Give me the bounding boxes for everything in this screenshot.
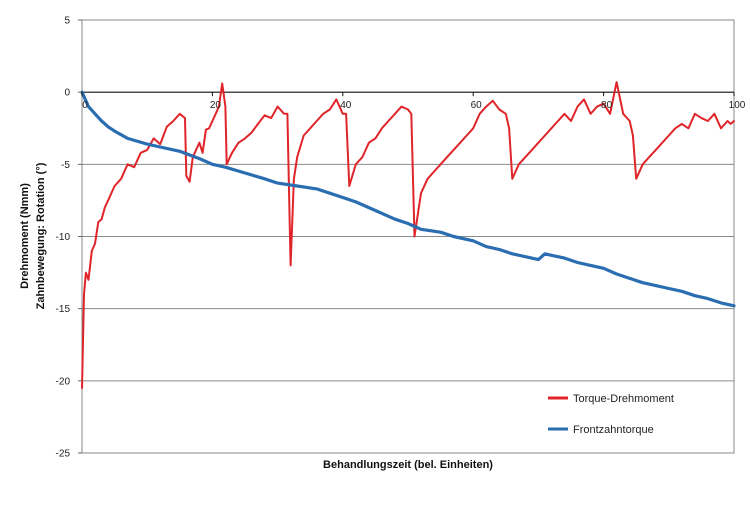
x-tick-label: 100 bbox=[729, 100, 746, 111]
legend-label-frontzahn: Frontzahntorque bbox=[573, 424, 654, 436]
x-tick-label: 60 bbox=[471, 100, 483, 111]
series-layer bbox=[80, 81, 736, 390]
y-tick-label: -25 bbox=[56, 449, 71, 460]
y-tick-label: 0 bbox=[64, 88, 70, 99]
x-tick-label: 20 bbox=[210, 100, 222, 111]
legend: Torque-Drehmoment Frontzahntorque bbox=[548, 393, 674, 436]
y-tick-label: -10 bbox=[56, 232, 71, 243]
legend-label-torque: Torque-Drehmoment bbox=[573, 393, 674, 405]
series-line-frontzahntorque bbox=[80, 90, 736, 308]
grid-layer bbox=[82, 163, 734, 382]
y-axis-title: Drehmoment (Nmm) Zahnbewegung: Rotation … bbox=[19, 162, 47, 309]
y-tick-label: 5 bbox=[64, 16, 70, 27]
x-tick-label: 80 bbox=[601, 100, 613, 111]
y-axis-title-line-2: Zahnbewegung: Rotation (°) bbox=[35, 162, 47, 309]
y-tick-label: -15 bbox=[56, 304, 71, 315]
series-line-torque-drehmoment bbox=[81, 81, 735, 390]
y-axis-title-line-1: Drehmoment (Nmm) bbox=[19, 183, 31, 289]
y-tick-label: -20 bbox=[56, 376, 71, 387]
y-tick-label: -5 bbox=[61, 160, 70, 171]
x-axis-ticks: 0 20 40 60 80 100 bbox=[81, 92, 746, 111]
x-tick-label: 40 bbox=[340, 100, 352, 111]
x-tick-label: 0 bbox=[82, 100, 88, 111]
y-axis-ticks: 5 0 -5 -10 -15 -20 -25 bbox=[56, 16, 82, 460]
x-axis-title: Behandlungszeit (bel. Einheiten) bbox=[323, 459, 493, 471]
